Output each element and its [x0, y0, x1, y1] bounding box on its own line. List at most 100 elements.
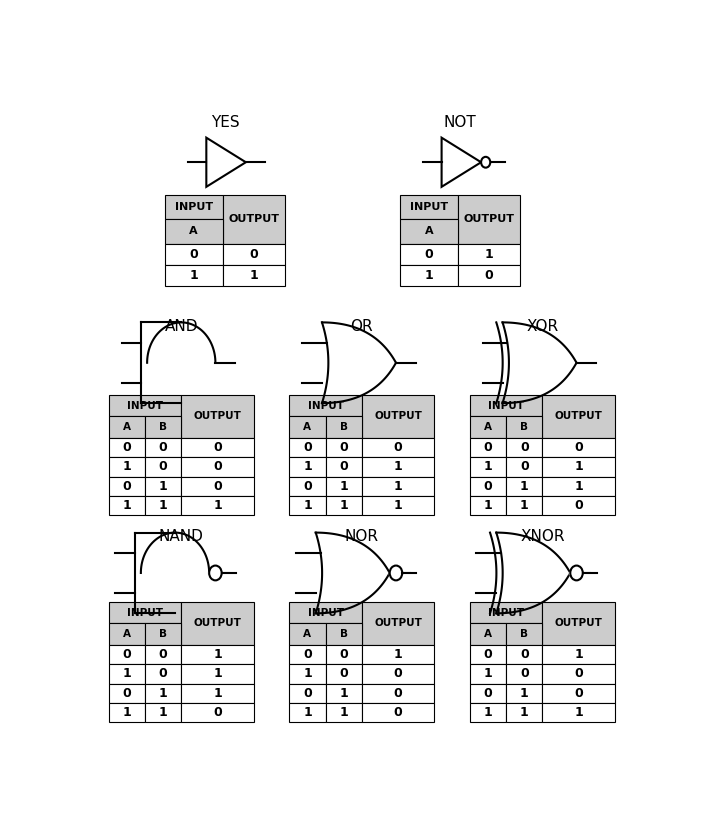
Bar [506, 457, 542, 476]
Text: 1: 1 [520, 687, 529, 700]
Text: 1: 1 [213, 667, 222, 680]
Bar [506, 496, 542, 516]
Text: 1: 1 [484, 706, 492, 719]
Text: 0: 0 [123, 441, 131, 454]
Bar [145, 623, 181, 645]
Bar [470, 496, 506, 516]
Bar [361, 457, 434, 476]
Text: NOT: NOT [444, 115, 477, 130]
Text: 0: 0 [424, 248, 433, 261]
Text: 0: 0 [340, 648, 348, 661]
Bar [109, 623, 145, 645]
Bar [361, 664, 434, 684]
Text: 0: 0 [485, 270, 493, 282]
Bar [506, 476, 542, 496]
Bar [458, 244, 520, 265]
Bar [109, 602, 181, 623]
Text: INPUT: INPUT [127, 401, 163, 411]
Bar [289, 438, 325, 457]
Bar [289, 417, 325, 438]
Bar [542, 664, 615, 684]
Text: 0: 0 [213, 706, 222, 719]
Bar [542, 645, 615, 664]
Bar [506, 664, 542, 684]
Bar [325, 438, 361, 457]
Text: OUTPUT: OUTPUT [229, 214, 280, 224]
Text: A: A [304, 423, 311, 432]
Text: INPUT: INPUT [410, 202, 448, 212]
Text: INPUT: INPUT [127, 608, 163, 617]
Text: 0: 0 [340, 667, 348, 680]
Bar [109, 457, 145, 476]
Bar [289, 623, 325, 645]
Bar [470, 417, 506, 438]
Text: 1: 1 [520, 706, 529, 719]
Bar [109, 496, 145, 516]
Text: A: A [189, 227, 198, 236]
Text: 0: 0 [213, 480, 222, 493]
Bar [181, 457, 253, 476]
Text: 0: 0 [520, 667, 529, 680]
Text: B: B [159, 629, 167, 639]
Bar [145, 645, 181, 664]
Bar [145, 457, 181, 476]
Text: 1: 1 [303, 499, 312, 512]
Bar [506, 417, 542, 438]
Text: 0: 0 [213, 460, 222, 474]
Text: NOR: NOR [345, 529, 379, 543]
Text: B: B [159, 423, 167, 432]
Text: 0: 0 [249, 248, 258, 261]
Bar [542, 395, 615, 438]
Bar [470, 476, 506, 496]
Bar [109, 476, 145, 496]
Bar [145, 496, 181, 516]
Bar [325, 496, 361, 516]
Bar [361, 395, 434, 438]
Bar [109, 645, 145, 664]
Text: 1: 1 [394, 480, 402, 493]
Text: 1: 1 [484, 460, 492, 474]
Bar [506, 623, 542, 645]
Bar [109, 417, 145, 438]
Text: 1: 1 [424, 270, 433, 282]
Bar [222, 244, 285, 265]
Bar [289, 602, 362, 623]
Text: 0: 0 [484, 441, 492, 454]
Bar [109, 684, 145, 703]
Text: 1: 1 [303, 460, 312, 474]
Bar [181, 476, 253, 496]
Bar [181, 703, 253, 722]
Bar [289, 457, 325, 476]
Bar [325, 703, 361, 722]
Bar [361, 476, 434, 496]
Bar [361, 703, 434, 722]
Text: 0: 0 [574, 499, 583, 512]
Bar [361, 438, 434, 457]
Text: 0: 0 [520, 460, 529, 474]
Text: 1: 1 [574, 480, 583, 493]
Bar [145, 417, 181, 438]
Bar [145, 703, 181, 722]
Text: 1: 1 [213, 499, 222, 512]
Bar [165, 265, 222, 286]
Text: 0: 0 [520, 441, 529, 454]
Text: 0: 0 [484, 480, 492, 493]
Text: 1: 1 [213, 648, 222, 661]
Bar [470, 703, 506, 722]
Bar [400, 195, 458, 219]
Text: A: A [304, 629, 311, 639]
Text: 1: 1 [159, 706, 167, 719]
Bar [289, 684, 325, 703]
Bar [542, 496, 615, 516]
Bar [181, 664, 253, 684]
Text: 1: 1 [484, 667, 492, 680]
Bar [400, 265, 458, 286]
Text: 1: 1 [159, 499, 167, 512]
Bar [109, 438, 145, 457]
Text: 1: 1 [520, 480, 529, 493]
Bar [542, 602, 615, 645]
Bar [506, 645, 542, 664]
Bar [181, 602, 253, 645]
Bar [181, 395, 253, 438]
Text: 1: 1 [159, 480, 167, 493]
